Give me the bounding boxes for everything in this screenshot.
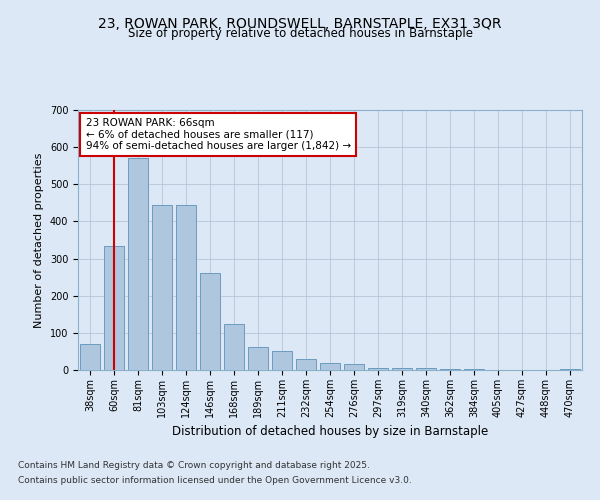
Bar — [296, 359, 316, 370]
Text: Contains public sector information licensed under the Open Government Licence v3: Contains public sector information licen… — [18, 476, 412, 485]
X-axis label: Distribution of detached houses by size in Barnstaple: Distribution of detached houses by size … — [172, 426, 488, 438]
Y-axis label: Number of detached properties: Number of detached properties — [34, 152, 44, 328]
Bar — [104, 246, 124, 370]
Bar — [200, 274, 220, 370]
Bar — [416, 368, 436, 370]
Bar — [224, 324, 244, 370]
Bar — [248, 347, 268, 370]
Bar — [368, 368, 388, 370]
Text: Size of property relative to detached houses in Barnstaple: Size of property relative to detached ho… — [128, 28, 473, 40]
Bar — [176, 204, 196, 370]
Text: 23, ROWAN PARK, ROUNDSWELL, BARNSTAPLE, EX31 3QR: 23, ROWAN PARK, ROUNDSWELL, BARNSTAPLE, … — [98, 18, 502, 32]
Bar — [320, 364, 340, 370]
Bar — [80, 344, 100, 370]
Bar — [128, 158, 148, 370]
Text: 23 ROWAN PARK: 66sqm
← 6% of detached houses are smaller (117)
94% of semi-detac: 23 ROWAN PARK: 66sqm ← 6% of detached ho… — [86, 118, 350, 151]
Bar — [560, 368, 580, 370]
Text: Contains HM Land Registry data © Crown copyright and database right 2025.: Contains HM Land Registry data © Crown c… — [18, 461, 370, 470]
Bar — [344, 364, 364, 370]
Bar — [272, 350, 292, 370]
Bar — [152, 204, 172, 370]
Bar — [392, 368, 412, 370]
